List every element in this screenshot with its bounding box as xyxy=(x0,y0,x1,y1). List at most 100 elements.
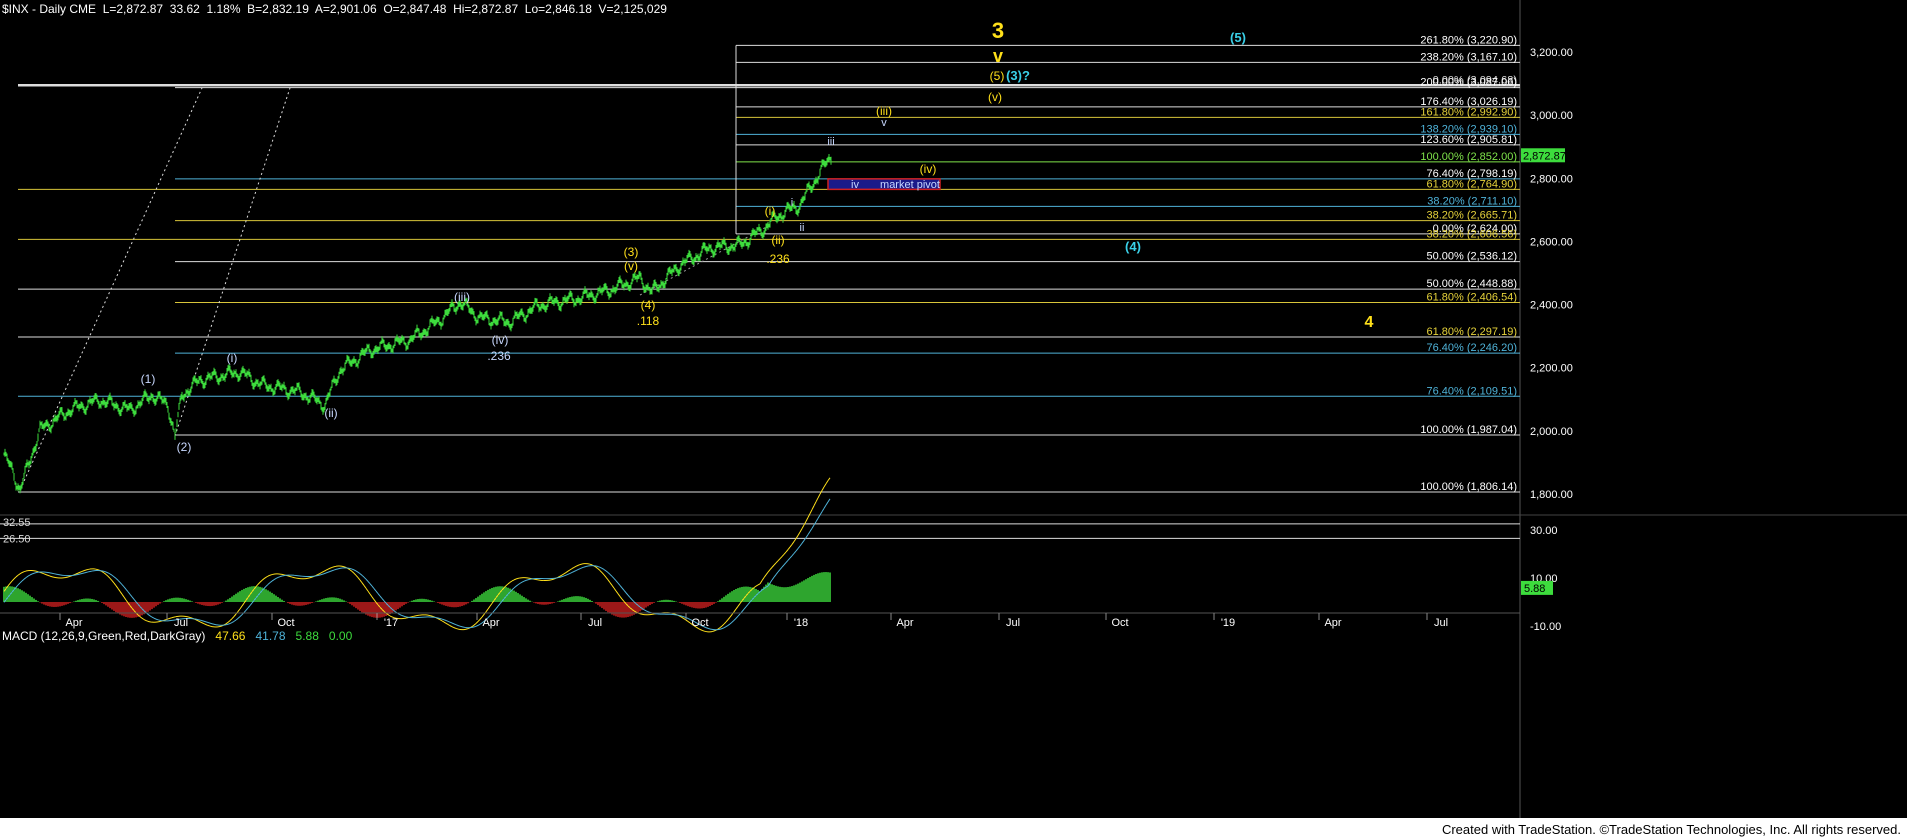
macd-line-segment xyxy=(625,603,629,607)
fib-label: 200.00% (3,087.06) xyxy=(1420,77,1517,89)
macd-line-segment xyxy=(289,576,293,578)
macd-signal-segment xyxy=(609,573,613,577)
macd-signal-segment xyxy=(637,605,641,608)
macd-signal-segment xyxy=(815,518,819,523)
wave-label: iii xyxy=(827,136,834,148)
macd-signal-segment xyxy=(571,571,575,573)
macd-line-segment xyxy=(127,602,131,606)
macd-signal-segment xyxy=(775,571,779,575)
macd-line-segment xyxy=(701,629,705,632)
macd-line-segment xyxy=(387,614,391,617)
macd-signal-segment xyxy=(453,623,457,626)
macd-line-segment xyxy=(21,571,25,574)
macd-signal-segment xyxy=(363,576,367,580)
macd-line-segment xyxy=(755,584,759,587)
macd-line-segment xyxy=(493,597,497,601)
macd-line-segment xyxy=(327,567,331,570)
macd-signal-segment xyxy=(761,588,765,591)
macd-line-segment xyxy=(623,601,627,605)
macd-signal-segment xyxy=(109,573,113,576)
macd-line-segment xyxy=(17,573,21,576)
macd-line-segment xyxy=(103,572,107,575)
macd-line-segment xyxy=(797,531,801,536)
wave-label: (i) xyxy=(765,204,776,218)
macd-signal-segment xyxy=(795,548,799,552)
macd-signal-segment xyxy=(157,619,161,621)
macd-signal-segment xyxy=(737,613,741,617)
macd-line-segment xyxy=(813,501,817,506)
macd-line-segment xyxy=(717,627,721,630)
macd-signal-segment xyxy=(791,553,795,557)
macd-signal-segment xyxy=(643,609,647,612)
macd-line-segment xyxy=(479,616,483,620)
macd-signal-segment xyxy=(31,572,35,575)
macd-signal-segment xyxy=(265,584,269,587)
macd-signal-segment xyxy=(27,574,31,577)
macd-signal-segment xyxy=(701,625,705,628)
macd-signal-segment xyxy=(151,616,155,619)
fib-label: 0.00% (3,094.68) xyxy=(1433,74,1517,86)
trendline-dotted-1 xyxy=(19,87,203,491)
macd-line-segment xyxy=(791,541,795,545)
macd-axis-label: -10.00 xyxy=(1530,621,1561,633)
macd-line-segment xyxy=(563,572,567,575)
macd-line-segment xyxy=(23,570,27,573)
macd-signal-segment xyxy=(105,571,109,574)
time-axis-label: '19 xyxy=(1221,617,1235,629)
macd-signal-segment xyxy=(455,624,459,626)
macd-line-segment xyxy=(331,566,335,568)
macd-line-segment xyxy=(699,628,703,631)
macd-line-segment xyxy=(779,556,783,560)
macd-line-segment xyxy=(209,625,213,628)
macd-line-segment xyxy=(685,619,689,622)
macd-line-segment xyxy=(107,575,111,579)
macd-line-segment xyxy=(471,624,475,628)
macd-signal-segment xyxy=(393,610,397,613)
macd-line-segment xyxy=(367,590,371,595)
macd-signal-segment xyxy=(237,616,241,619)
macd-line-segment xyxy=(741,597,745,602)
macd-line-segment xyxy=(319,571,323,574)
macd-line-segment xyxy=(85,568,89,571)
macd-line-segment xyxy=(199,621,203,624)
macd-line-segment xyxy=(501,587,505,591)
macd-line-segment xyxy=(119,591,123,595)
macd-line-segment xyxy=(105,574,109,577)
macd-signal-segment xyxy=(567,572,571,575)
macd-line-segment xyxy=(231,616,235,620)
macd-signal-segment xyxy=(757,591,761,594)
macd-signal-segment xyxy=(813,521,817,526)
wave-label: market pivot xyxy=(880,179,940,191)
macd-signal-segment xyxy=(561,575,565,578)
macd-signal-segment xyxy=(505,593,509,597)
macd-signal-segment xyxy=(397,613,401,616)
wave-label: (1) xyxy=(141,372,156,386)
fib-label: 50.00% (2,448.88) xyxy=(1426,278,1517,290)
macd-signal-segment xyxy=(579,567,583,570)
last-price-tag-bg xyxy=(1521,148,1565,163)
macd-label: MACD (12,26,9,Green,Red,DarkGray) xyxy=(2,629,206,643)
macd-line-segment xyxy=(571,566,575,570)
time-axis-label: Jul xyxy=(588,617,602,629)
macd-signal-segment xyxy=(3,599,7,603)
macd-signal-segment xyxy=(521,580,525,583)
macd-signal-segment xyxy=(487,615,491,619)
fib-label: 176.40% (3,026.19) xyxy=(1420,96,1517,108)
macd-signal-segment xyxy=(373,588,377,592)
wave-label: (v) xyxy=(624,259,638,273)
macd-signal-segment xyxy=(211,623,215,625)
macd-signal-segment xyxy=(743,606,747,610)
macd-line-segment xyxy=(269,574,273,576)
wave-label: (i) xyxy=(227,351,238,365)
wave-label: v xyxy=(993,46,1003,66)
last-value: L=2,872.87 xyxy=(102,2,164,16)
macd-signal-segment xyxy=(275,577,279,579)
macd-line-segment xyxy=(375,601,379,606)
macd-signal-segment xyxy=(583,565,587,568)
macd-line-segment xyxy=(125,599,129,604)
macd-line-segment xyxy=(147,620,151,623)
macd-line-segment xyxy=(621,598,625,602)
macd-signal-segment xyxy=(123,586,127,590)
macd-line-segment xyxy=(451,626,455,629)
